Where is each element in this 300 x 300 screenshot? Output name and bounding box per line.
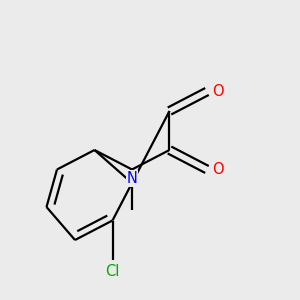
Text: O: O [212,84,224,99]
Text: O: O [212,162,224,177]
Text: N: N [127,171,137,186]
Text: Cl: Cl [105,264,120,279]
